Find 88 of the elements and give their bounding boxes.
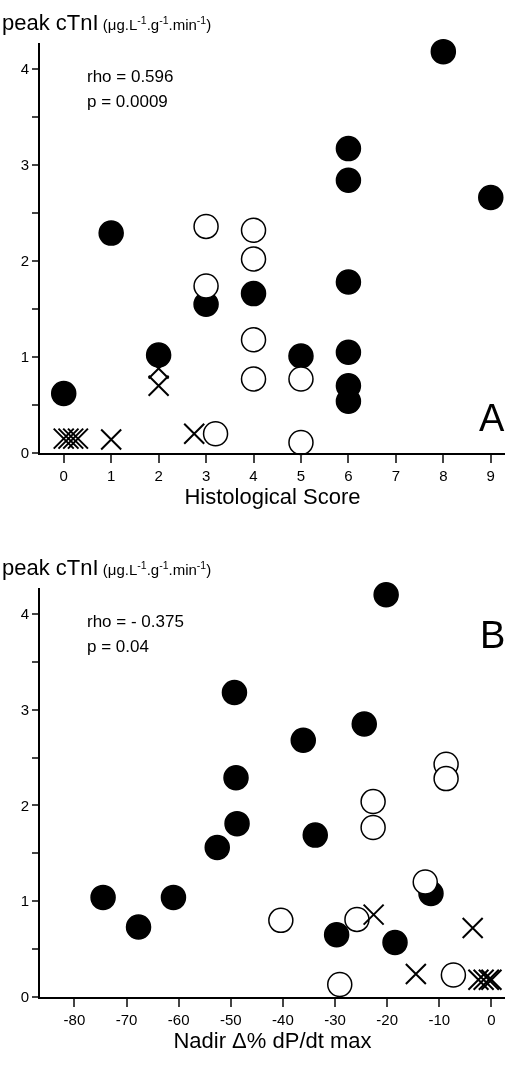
x-tick-label: 0 xyxy=(487,1011,496,1028)
point xyxy=(290,727,317,754)
point xyxy=(288,366,314,392)
point xyxy=(360,814,386,841)
y-tick-label: 3 xyxy=(20,700,29,718)
point xyxy=(344,906,370,933)
y-tick-label: 0 xyxy=(20,444,29,462)
point xyxy=(147,374,170,397)
x-tick-label: 2 xyxy=(154,467,163,484)
point xyxy=(52,427,75,450)
x-tick-label: -10 xyxy=(428,1011,451,1028)
annotation: p = 0.0009 xyxy=(87,92,168,111)
point xyxy=(335,167,362,194)
annotation: A xyxy=(479,397,505,439)
x-tick-label: -30 xyxy=(324,1011,346,1028)
point xyxy=(327,971,353,998)
point xyxy=(430,38,457,65)
x-tick-label: 0 xyxy=(59,467,68,484)
point xyxy=(268,907,294,934)
x-tick-label: -80 xyxy=(63,1011,86,1028)
annotation: B xyxy=(480,614,506,656)
y-tick-label: 3 xyxy=(20,156,29,174)
point xyxy=(193,273,219,299)
point xyxy=(224,810,250,837)
x-axis-title: Nadir Δ% dP/dt max xyxy=(173,1028,372,1053)
point xyxy=(433,765,459,792)
x-tick-label: 5 xyxy=(296,467,306,484)
x-tick-label: 1 xyxy=(107,467,116,484)
point xyxy=(382,929,408,956)
x-tick-label: -40 xyxy=(272,1011,294,1028)
point xyxy=(335,339,362,365)
point xyxy=(90,884,116,911)
y-axis-title: peak cTnI (μg.L$^{-1}$.g$^{-1}$.min$^{-1}$) xyxy=(2,10,212,35)
point xyxy=(472,968,495,991)
point xyxy=(362,903,385,926)
y-tick-label: 1 xyxy=(20,892,29,910)
x-tick-label: -20 xyxy=(376,1011,399,1028)
point xyxy=(467,968,490,991)
point xyxy=(57,427,80,450)
point xyxy=(351,711,377,737)
y-tick-label: 1 xyxy=(20,348,29,366)
x-axis-title: Histological Score xyxy=(184,484,361,509)
x-tick-label: 9 xyxy=(486,467,495,484)
point xyxy=(360,788,386,815)
point xyxy=(240,366,267,392)
x-tick-label: 7 xyxy=(391,467,401,484)
y-tick-label: 2 xyxy=(20,796,29,814)
annotation: rho = 0.596 xyxy=(87,67,174,86)
x-tick-label: -70 xyxy=(115,1011,138,1028)
point xyxy=(98,220,124,246)
point xyxy=(478,184,504,211)
y-tick-label: 0 xyxy=(20,988,29,1006)
x-tick-label: 8 xyxy=(439,467,448,484)
point xyxy=(412,869,438,895)
x-tick-label: -60 xyxy=(167,1011,190,1028)
annotation: p = 0.04 xyxy=(87,637,149,656)
x-tick-label: 6 xyxy=(344,467,353,484)
point xyxy=(240,217,267,243)
annotation: rho = - 0.375 xyxy=(87,612,184,631)
point xyxy=(373,581,399,608)
point xyxy=(404,963,427,986)
point xyxy=(204,834,230,861)
point xyxy=(50,380,77,407)
x-tick-label: 3 xyxy=(201,467,211,484)
point xyxy=(240,326,267,353)
point xyxy=(221,679,248,706)
point xyxy=(288,343,314,369)
point xyxy=(125,914,152,940)
x-tick-label: 4 xyxy=(249,467,258,484)
point xyxy=(240,280,267,307)
y-tick-label: 2 xyxy=(20,252,29,270)
point xyxy=(323,921,350,948)
y-tick-label: 4 xyxy=(20,60,29,78)
point xyxy=(100,428,123,451)
point xyxy=(160,884,187,911)
point xyxy=(202,421,229,447)
point xyxy=(193,213,219,240)
y-axis-title: peak cTnI (μg.L$^{-1}$.g$^{-1}$.min$^{-1}$) xyxy=(2,555,212,580)
point xyxy=(335,135,362,162)
point xyxy=(335,269,362,295)
y-tick-label: 4 xyxy=(20,605,29,623)
point xyxy=(223,764,249,791)
point xyxy=(240,246,267,272)
point xyxy=(183,422,206,445)
point xyxy=(440,962,467,988)
point xyxy=(302,822,328,848)
point xyxy=(461,917,484,940)
x-tick-label: -50 xyxy=(219,1011,242,1028)
